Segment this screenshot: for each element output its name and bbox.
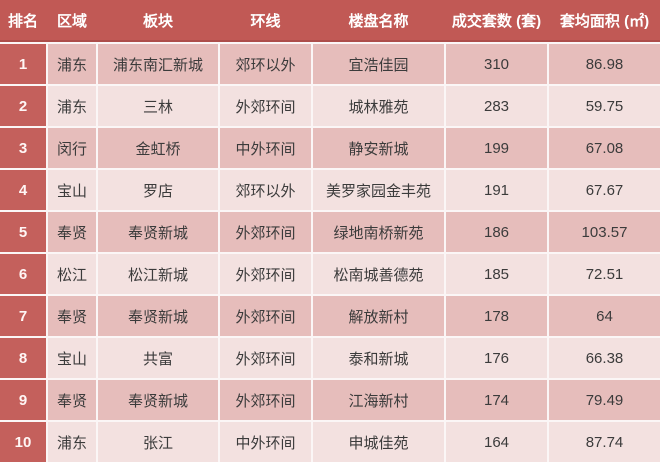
ringline-cell: 郊环以外 — [220, 170, 311, 210]
sector-cell: 罗店 — [98, 170, 218, 210]
deals-count-cell: 176 — [446, 338, 547, 378]
deals-count-cell: 164 — [446, 422, 547, 462]
rank-cell: 2 — [0, 86, 46, 126]
avg-area-cell: 64 — [549, 296, 660, 336]
ringline-cell: 中外环间 — [220, 128, 311, 168]
property-name-cell: 江海新村 — [313, 380, 444, 420]
avg-area-cell: 67.08 — [549, 128, 660, 168]
rank-cell: 5 — [0, 212, 46, 252]
district-cell: 闵行 — [48, 128, 96, 168]
district-cell: 奉贤 — [48, 212, 96, 252]
column-header-district: 区域 — [56, 12, 87, 30]
property-name-cell: 泰和新城 — [313, 338, 444, 378]
district-cell: 宝山 — [48, 170, 96, 210]
district-cell: 奉贤 — [48, 380, 96, 420]
avg-area-cell: 66.38 — [549, 338, 660, 378]
rank-cell: 6 — [0, 254, 46, 294]
rank-cell: 3 — [0, 128, 46, 168]
table-header-row: 排名 区域 板块 环线 楼盘名称 成交套数 (套) 套均面积 (㎡) — [0, 0, 660, 42]
rank-cell: 1 — [0, 44, 46, 84]
column-header-ringline: 环线 — [250, 12, 281, 30]
avg-area-cell: 79.49 — [549, 380, 660, 420]
deals-count-cell: 185 — [446, 254, 547, 294]
district-cell: 奉贤 — [48, 296, 96, 336]
property-name-cell: 宜浩佳园 — [313, 44, 444, 84]
ringline-cell: 郊环以外 — [220, 44, 311, 84]
rank-cell: 7 — [0, 296, 46, 336]
district-cell: 松江 — [48, 254, 96, 294]
deals-count-cell: 174 — [446, 380, 547, 420]
district-cell: 宝山 — [48, 338, 96, 378]
property-name-cell: 静安新城 — [313, 128, 444, 168]
ringline-cell: 外郊环间 — [220, 212, 311, 252]
avg-area-cell: 67.67 — [549, 170, 660, 210]
rank-cell: 8 — [0, 338, 46, 378]
column-header-deals: 成交套数 (套) — [451, 12, 542, 30]
property-name-cell: 解放新村 — [313, 296, 444, 336]
district-cell: 浦东 — [48, 44, 96, 84]
deals-count-cell: 186 — [446, 212, 547, 252]
rank-cell: 9 — [0, 380, 46, 420]
sector-cell: 奉贤新城 — [98, 296, 218, 336]
deals-count-cell: 310 — [446, 44, 547, 84]
sector-cell: 浦东南汇新城 — [98, 44, 218, 84]
ringline-cell: 外郊环间 — [220, 380, 311, 420]
deals-count-cell: 191 — [446, 170, 547, 210]
avg-area-cell: 72.51 — [549, 254, 660, 294]
property-name-cell: 松南城善德苑 — [313, 254, 444, 294]
ringline-cell: 外郊环间 — [220, 296, 311, 336]
sector-cell: 张江 — [98, 422, 218, 462]
property-name-cell: 绿地南桥新苑 — [313, 212, 444, 252]
sector-cell: 共富 — [98, 338, 218, 378]
table-body: 1 浦东 浦东南汇新城 郊环以外 宜浩佳园 310 86.98 2 浦东 三林 外郊环间 城林雅苑 28… — [0, 44, 660, 462]
sector-cell: 奉贤新城 — [98, 380, 218, 420]
avg-area-cell: 86.98 — [549, 44, 660, 84]
district-cell: 浦东 — [48, 86, 96, 126]
sector-cell: 金虹桥 — [98, 128, 218, 168]
ringline-cell: 外郊环间 — [220, 254, 311, 294]
property-name-cell: 美罗家园金丰苑 — [313, 170, 444, 210]
property-name-cell: 城林雅苑 — [313, 86, 444, 126]
deals-count-cell: 283 — [446, 86, 547, 126]
rank-cell: 4 — [0, 170, 46, 210]
column-header-avg-area: 套均面积 (㎡) — [559, 12, 650, 30]
deals-count-cell: 178 — [446, 296, 547, 336]
sector-cell: 三林 — [98, 86, 218, 126]
ringline-cell: 外郊环间 — [220, 86, 311, 126]
avg-area-cell: 87.74 — [549, 422, 660, 462]
property-name-cell: 申城佳苑 — [313, 422, 444, 462]
ringline-cell: 外郊环间 — [220, 338, 311, 378]
avg-area-cell: 59.75 — [549, 86, 660, 126]
avg-area-cell: 103.57 — [549, 212, 660, 252]
deals-count-cell: 199 — [446, 128, 547, 168]
column-header-rank: 排名 — [7, 12, 38, 30]
sector-cell: 松江新城 — [98, 254, 218, 294]
rank-cell: 10 — [0, 422, 46, 462]
ringline-cell: 中外环间 — [220, 422, 311, 462]
column-header-sector: 板块 — [142, 12, 173, 30]
sector-cell: 奉贤新城 — [98, 212, 218, 252]
district-cell: 浦东 — [48, 422, 96, 462]
column-header-property: 楼盘名称 — [348, 12, 409, 30]
